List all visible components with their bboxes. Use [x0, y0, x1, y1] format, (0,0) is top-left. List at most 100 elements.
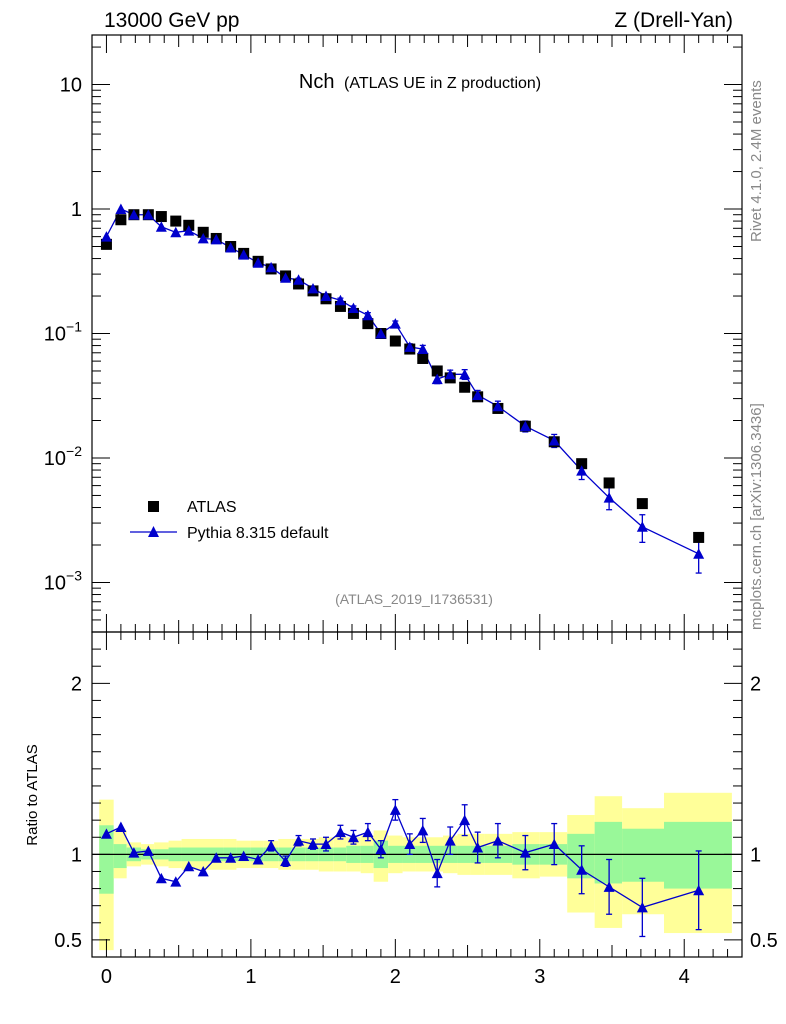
ratio-data-point: [693, 884, 705, 896]
ratio-axis-ticks: 0 1 2 3 4 0.5 0.5 1 1 2 2: [54, 632, 778, 988]
ratio-data-point: [252, 854, 264, 865]
header-left-label: 13000 GeV pp: [104, 9, 239, 32]
mc-data-point: [293, 274, 305, 285]
ratio-data-point: [576, 864, 588, 875]
mcplots-label: mcplots.cern.ch [arXiv:1306.3436]: [748, 403, 765, 630]
atlas-data-point: [431, 365, 443, 377]
mc-data-point: [603, 492, 615, 503]
ratio-data-point: [347, 831, 359, 843]
ratio-data-point: [389, 804, 401, 815]
x-tick-label: 1: [245, 966, 256, 988]
rivet-version-label: Rivet 4.1.0, 2.4M events: [748, 80, 765, 242]
legend-atlas-marker: [148, 501, 159, 512]
atlas-data-point: [636, 498, 648, 510]
y-tick-label-ratio-right: 0.5: [750, 930, 778, 952]
mc-data-point: [389, 318, 401, 329]
ratio-data-point: [320, 838, 332, 850]
ratio-data-point: [197, 865, 209, 877]
mc-data-point: [238, 249, 250, 260]
ratio-axis-label: Ratio to ATLAS: [24, 744, 41, 845]
ratio-band-inner: [594, 821, 623, 884]
mc-data-point: [444, 368, 456, 380]
ratio-series-layer: [100, 798, 705, 938]
ratio-data-point: [472, 842, 484, 853]
mc-data-point: [115, 203, 127, 214]
ratio-data-point: [444, 835, 456, 846]
ratio-data-point: [265, 840, 277, 851]
ratio-data-point: [375, 843, 387, 855]
mc-data-point: [183, 225, 195, 236]
ratio-data-point: [115, 821, 127, 832]
y-tick-label-exponent: −2: [66, 443, 82, 459]
mc-data-point: [576, 465, 588, 476]
ratio-data-point: [459, 814, 471, 826]
x-tick-label: 4: [679, 966, 690, 988]
ratio-data-point: [417, 824, 429, 836]
atlas-data-point: [347, 307, 359, 319]
atlas-data-point: [389, 335, 401, 347]
mc-data-point: [265, 261, 277, 273]
mc-data-point: [128, 209, 140, 220]
ratio-band-inner: [622, 828, 664, 882]
atlas-data-point: [362, 318, 374, 330]
mc-data-point: [492, 400, 504, 412]
atlas-data-point: [576, 458, 588, 470]
atlas-data-point: [197, 226, 209, 238]
ratio-data-point: [225, 852, 237, 863]
y-tick-label-base: 10: [44, 448, 66, 470]
atlas-data-point: [334, 300, 346, 312]
ratio-uncertainty-band: [99, 792, 732, 951]
ratio-data-point: [142, 845, 154, 856]
mc-data-point: [170, 226, 182, 238]
x-tick-label: 2: [390, 966, 401, 988]
mc-data-point: [155, 221, 167, 232]
ratio-data-point: [404, 838, 416, 850]
mc-data-point: [320, 290, 332, 301]
atlas-data-point: [115, 214, 127, 226]
mc-data-point: [362, 309, 374, 321]
y-tick-label-base: 10: [44, 324, 66, 346]
ratio-data-point: [603, 881, 615, 892]
y-tick-label-ratio: 1: [71, 844, 82, 866]
mc-data-point: [347, 302, 359, 314]
ratio-data-point: [170, 876, 182, 887]
ratio-data-point: [636, 901, 648, 913]
x-tick-label: 3: [534, 966, 545, 988]
mc-data-point: [472, 389, 484, 401]
mc-data-point: [548, 435, 560, 446]
y-tick-label-ratio-right: 1: [750, 844, 761, 866]
ratio-band-inner: [99, 825, 114, 894]
mc-data-point: [404, 341, 416, 352]
atlas-data-point: [417, 352, 429, 364]
legend-pythia-marker: [148, 526, 159, 537]
ratio-data-point: [492, 835, 504, 846]
top-series-layer: [100, 203, 705, 574]
ratio-data-point: [183, 860, 195, 872]
ratio-data-point: [128, 847, 140, 858]
ratio-data-point: [519, 847, 531, 858]
ratio-data-point: [307, 838, 319, 850]
ratio-data-point: [548, 838, 560, 850]
y-tick-label-top: 10−3: [44, 567, 82, 594]
ratio-data-point: [280, 855, 292, 867]
atlas-data-point: [693, 531, 705, 543]
mc-data-point: [142, 209, 154, 220]
y-tick-label-ratio-right: 2: [750, 673, 761, 695]
plot-title-sub: (ATLAS UE in Z production): [344, 75, 541, 92]
atlas-data-point: [603, 477, 615, 489]
ratio-data-point: [238, 850, 250, 862]
x-tick-label: 0: [101, 966, 112, 988]
mc-data-point: [636, 521, 648, 532]
header-right-label: Z (Drell-Yan): [614, 9, 733, 32]
mc-data-point: [519, 420, 531, 432]
mc-data-point: [197, 232, 209, 244]
y-tick-label-base: 1: [71, 199, 82, 221]
y-tick-label-top: 10: [60, 75, 82, 97]
ratio-data-point: [431, 867, 443, 879]
mc-data-point: [417, 343, 429, 355]
y-tick-label-top: 10−1: [44, 319, 82, 346]
atlas-data-point: [155, 211, 167, 223]
ratio-band-inner: [664, 821, 732, 889]
